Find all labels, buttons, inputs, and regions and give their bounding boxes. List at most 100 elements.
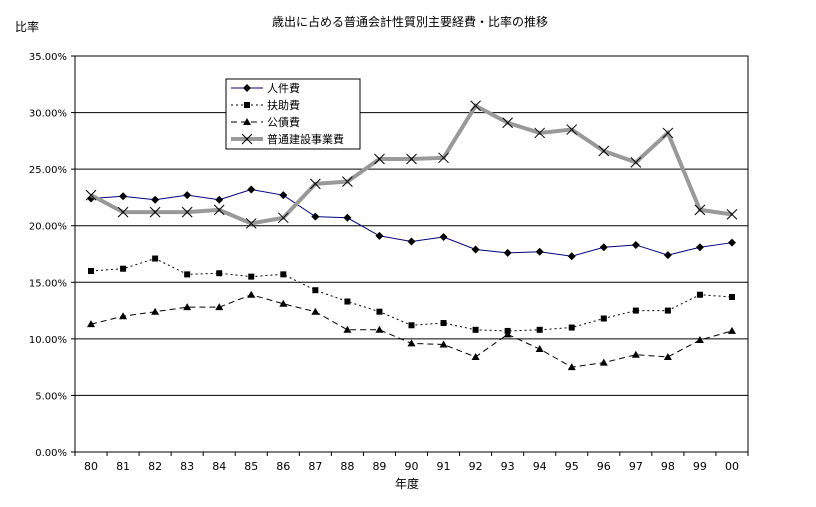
data-point [662, 127, 674, 139]
data-point [215, 195, 224, 204]
x-tick-label: 84 [212, 460, 226, 473]
x-tick-label: 00 [725, 460, 739, 473]
data-point [567, 252, 576, 261]
x-tick-label: 99 [693, 460, 707, 473]
legend-item: 人件費 [231, 81, 300, 95]
x-marker-stroke [566, 124, 578, 135]
data-point [407, 237, 416, 246]
data-point [149, 206, 161, 218]
data-point [120, 265, 127, 272]
data-point [215, 303, 224, 311]
data-point [87, 320, 96, 328]
data-point [343, 325, 352, 333]
data-point [311, 307, 320, 315]
x-tick-label: 97 [629, 460, 643, 473]
data-point [471, 245, 480, 254]
data-point [119, 192, 128, 201]
data-point [277, 212, 289, 224]
data-point [727, 326, 736, 334]
data-point [534, 127, 546, 139]
data-point [407, 339, 416, 347]
legend-label: 普通建設事業費 [267, 132, 344, 146]
x-marker-stroke [470, 100, 481, 112]
x-tick-label: 85 [244, 460, 258, 473]
data-point [280, 271, 287, 278]
legend-item: 普通建設事業費 [231, 132, 344, 146]
legend-item: 公債費 [231, 115, 300, 129]
data-point [279, 191, 288, 200]
plot-area: 0.00% 5.00% 10.00% 15.00% 20.00% 25.00% 30.00%… [29, 52, 749, 473]
data-point [502, 117, 513, 129]
data-point [440, 320, 447, 327]
x-marker-stroke [277, 212, 289, 224]
legend-swatch-marker [241, 133, 253, 145]
x-marker-stroke [630, 157, 642, 168]
x-marker-stroke [85, 189, 97, 201]
data-point [342, 176, 353, 187]
x-tick-label: 98 [661, 460, 675, 473]
data-point [344, 298, 351, 305]
x-tick-label: 80 [84, 460, 98, 473]
plot-frame [74, 55, 749, 453]
data-point [631, 350, 640, 358]
data-point [664, 307, 671, 314]
data-point [598, 145, 610, 157]
y-axis-label: 比率 [15, 19, 39, 34]
data-point [181, 206, 193, 218]
x-marker-stroke [726, 209, 738, 220]
data-point [470, 100, 481, 112]
data-point [631, 240, 640, 249]
x-tick-label: 95 [565, 460, 579, 473]
data-point [310, 178, 321, 190]
x-tick-label: 88 [340, 460, 354, 473]
data-point [439, 340, 448, 348]
x-marker-stroke [310, 178, 321, 190]
data-point [85, 189, 97, 201]
data-point [728, 293, 735, 300]
data-point [117, 206, 129, 218]
data-point [375, 231, 384, 240]
x-marker-stroke [213, 204, 225, 216]
data-point [213, 204, 225, 216]
data-point [536, 326, 543, 333]
data-point [375, 325, 384, 333]
x-tick-label: 94 [533, 460, 547, 473]
data-point [535, 247, 544, 256]
legend-swatch-marker [243, 118, 251, 125]
data-point [472, 326, 479, 333]
data-point [151, 195, 160, 204]
legend-label: 公債費 [267, 115, 300, 129]
x-tick-label: 86 [276, 460, 290, 473]
y-tick-label: 10.00% [29, 335, 67, 346]
data-point [695, 335, 704, 343]
data-point [152, 255, 159, 262]
x-marker-stroke [342, 176, 353, 187]
data-point [726, 209, 738, 220]
x-tick-label: 90 [405, 460, 419, 473]
data-point [535, 345, 544, 353]
data-point [439, 233, 448, 242]
data-point [599, 358, 608, 366]
y-tick-label: 25.00% [29, 165, 67, 176]
x-tick-label: 89 [372, 460, 386, 473]
y-tick-label: 35.00% [29, 52, 67, 63]
data-point [663, 352, 672, 360]
data-point [245, 218, 257, 229]
x-marker-stroke [502, 117, 513, 129]
data-point [184, 271, 191, 278]
data-point [727, 238, 736, 247]
y-tick-label: 5.00% [35, 391, 67, 402]
x-tick-label: 92 [469, 460, 483, 473]
x-tick-label: 82 [148, 460, 162, 473]
data-point [408, 322, 415, 329]
x-marker-stroke [117, 206, 129, 218]
x-tick-label: 87 [308, 460, 322, 473]
x-marker-stroke [241, 133, 253, 145]
data-point [343, 213, 352, 222]
data-point [183, 191, 192, 200]
x-tick-label: 93 [501, 460, 515, 473]
x-marker-stroke [662, 127, 674, 139]
data-point [88, 267, 95, 274]
